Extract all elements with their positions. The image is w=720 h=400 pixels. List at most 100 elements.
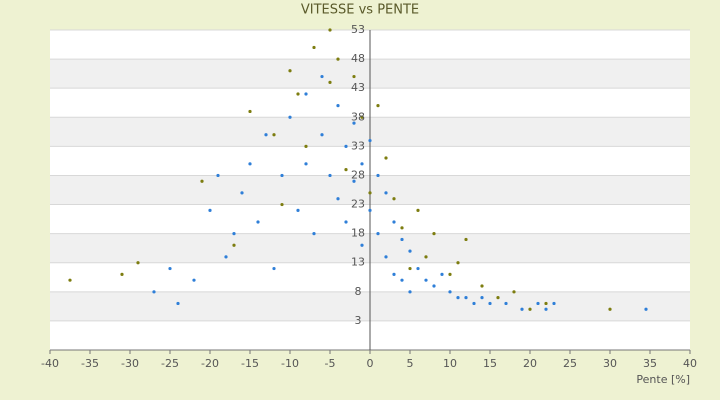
point	[68, 278, 72, 282]
point	[360, 162, 364, 166]
point	[448, 272, 452, 276]
point	[480, 296, 484, 300]
y-tick-label: 18	[351, 227, 365, 240]
point	[424, 255, 428, 259]
point	[376, 232, 380, 236]
point	[168, 266, 172, 271]
y-tick-label: 13	[351, 256, 365, 269]
point	[248, 162, 252, 166]
point	[328, 173, 332, 178]
point	[472, 301, 476, 306]
point	[344, 144, 348, 148]
point	[224, 255, 228, 259]
point	[328, 80, 332, 84]
point	[392, 220, 396, 224]
point	[536, 301, 540, 306]
y-tick-label: 48	[351, 52, 365, 65]
point	[464, 296, 468, 300]
point	[208, 208, 212, 212]
point	[336, 197, 340, 201]
y-tick-label: 23	[351, 198, 365, 211]
point	[376, 104, 380, 108]
point	[448, 290, 452, 294]
point	[368, 191, 372, 195]
y-tick-label: 38	[351, 110, 365, 123]
point	[368, 208, 372, 212]
point	[320, 74, 324, 79]
point	[392, 272, 396, 276]
point	[336, 104, 340, 108]
point	[280, 173, 284, 178]
point	[456, 296, 460, 300]
point	[352, 121, 356, 125]
point	[344, 168, 348, 172]
y-tick-label: 43	[351, 81, 365, 94]
x-axis-label: Pente [%]	[636, 373, 690, 386]
point	[384, 255, 388, 259]
x-tick-label: -25	[161, 357, 179, 370]
x-tick-label: -10	[281, 357, 299, 370]
x-tick-label: 40	[683, 357, 697, 370]
point	[440, 272, 444, 276]
point	[304, 92, 308, 96]
point	[384, 156, 388, 160]
point	[320, 133, 324, 137]
point	[464, 237, 468, 242]
point	[336, 57, 340, 61]
point	[312, 232, 316, 236]
x-tick-label: -15	[241, 357, 259, 370]
point	[248, 109, 252, 114]
point	[496, 296, 500, 300]
x-tick-label: 25	[563, 357, 577, 370]
point	[352, 179, 356, 183]
y-tick-label: 3	[355, 314, 362, 327]
point	[528, 307, 532, 311]
point	[176, 301, 180, 306]
point	[384, 191, 388, 195]
point	[608, 307, 612, 311]
x-tick-label: 5	[407, 357, 414, 370]
y-tick-label: 33	[351, 139, 365, 152]
point	[520, 307, 524, 311]
point	[432, 232, 436, 236]
point	[232, 243, 236, 247]
y-tick-label: 28	[351, 168, 365, 181]
point	[272, 133, 276, 137]
point	[376, 173, 380, 178]
point	[232, 232, 236, 236]
point	[400, 237, 404, 242]
point	[552, 301, 556, 306]
point	[504, 301, 508, 306]
point	[456, 261, 460, 265]
point	[392, 197, 396, 201]
point	[408, 249, 412, 253]
point	[432, 284, 436, 288]
point	[352, 74, 356, 79]
point	[272, 266, 276, 271]
point	[400, 226, 404, 230]
point	[304, 144, 308, 148]
point	[136, 261, 140, 265]
point	[344, 220, 348, 224]
point	[408, 266, 412, 271]
point	[264, 133, 268, 137]
point	[256, 220, 260, 224]
point	[544, 307, 548, 311]
x-tick-label: -40	[41, 357, 59, 370]
x-tick-label: 10	[443, 357, 457, 370]
point	[328, 28, 332, 32]
chart-title: VITESSE vs PENTE	[301, 3, 419, 18]
x-tick-label: -30	[121, 357, 139, 370]
x-tick-label: 15	[483, 357, 497, 370]
point	[512, 290, 516, 294]
point	[200, 179, 204, 183]
point	[424, 278, 428, 282]
point	[288, 69, 292, 73]
point	[416, 208, 420, 212]
point	[240, 191, 244, 195]
point	[296, 92, 300, 96]
x-tick-label: 30	[603, 357, 617, 370]
x-tick-label: 35	[643, 357, 657, 370]
point	[312, 45, 316, 50]
point	[304, 162, 308, 166]
